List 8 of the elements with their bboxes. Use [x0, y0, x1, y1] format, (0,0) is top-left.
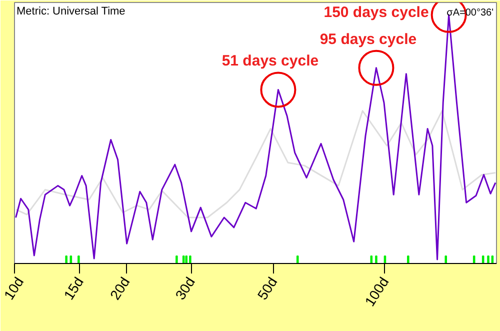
x-tick-label: 15d	[60, 274, 86, 302]
x-tick-label: 50d	[254, 274, 280, 302]
annotation: 51 days cycle	[222, 52, 319, 70]
chart-title: Metric: Universal Time	[16, 6, 126, 18]
x-tick-label: 10d	[0, 274, 27, 302]
annotation: 150 days cycle	[324, 4, 429, 21]
annotation: 95 days cycle	[320, 30, 417, 48]
x-tick-label: 30d	[172, 274, 198, 302]
